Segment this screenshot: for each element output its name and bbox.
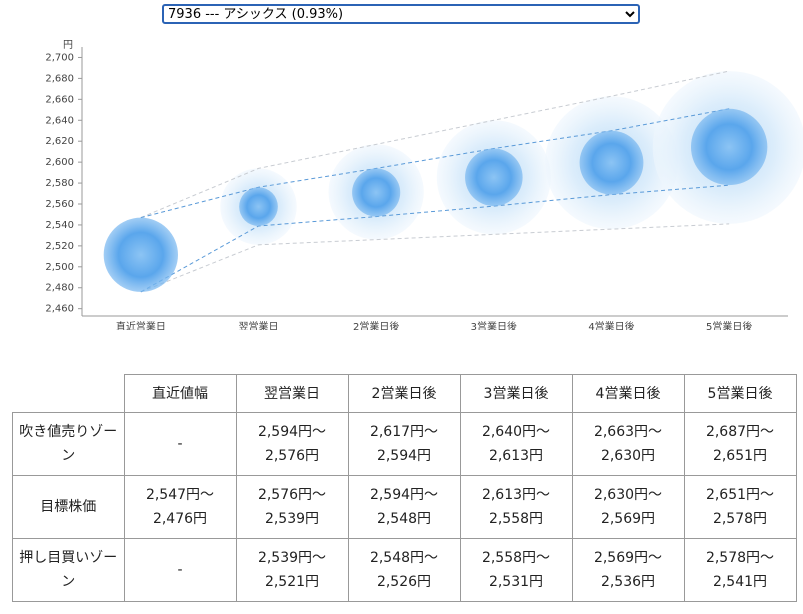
cell-line: 2,594円 xyxy=(376,448,432,464)
cell-line: 2,617円〜 xyxy=(369,424,439,440)
y-tick-label: 2,580 xyxy=(45,178,74,189)
cell-line: 2,640円〜 xyxy=(481,424,551,440)
cell-line: 2,578円 xyxy=(712,511,768,527)
corner-cell xyxy=(12,374,125,413)
cell-line: 2,539円 xyxy=(264,511,320,527)
cell-line: 2,541円 xyxy=(712,574,768,590)
row-label: 目標株価 xyxy=(12,475,125,539)
table-cell: 2,576円〜 2,539円 xyxy=(235,475,349,539)
x-tick-label: 翌営業日 xyxy=(239,320,279,330)
table-cell: 2,539円〜 2,521円 xyxy=(235,538,349,602)
table-cell: 2,578円〜 2,541円 xyxy=(683,538,797,602)
table-cell: - xyxy=(123,538,237,602)
cell-line: 2,536円 xyxy=(600,574,656,590)
row-label: 押し目買いゾーン xyxy=(12,538,125,602)
header-cell: 5営業日後 xyxy=(683,374,797,413)
row-label: 吹き値売りゾーン xyxy=(12,412,125,476)
cell-line: 2,594円〜 xyxy=(257,424,327,440)
table-cell: 2,558円〜 2,531円 xyxy=(459,538,573,602)
cell-line: 2,651円 xyxy=(712,448,768,464)
y-tick-label: 2,500 xyxy=(45,262,74,273)
forecast-table: 直近値幅 翌営業日 2営業日後 3営業日後 4営業日後 5営業日後吹き値売りゾーン - 2,5… xyxy=(12,374,797,602)
header-cell: 直近値幅 xyxy=(123,374,237,413)
table-row: 目標株価 2,547円〜 2,476円 2,576円〜 2,539円 2,594円〜 2,5… xyxy=(12,475,797,539)
cell-line: 2,558円〜 xyxy=(481,550,551,566)
cell-line: 2,687円〜 xyxy=(705,424,775,440)
y-tick-label: 2,640 xyxy=(45,115,74,126)
y-tick-label: 2,480 xyxy=(45,283,74,294)
y-tick-label: 2,520 xyxy=(45,241,74,252)
table-cell: 2,548円〜 2,526円 xyxy=(347,538,461,602)
table-cell: 2,617円〜 2,594円 xyxy=(347,412,461,476)
cell-line: 2,594円〜 xyxy=(369,487,439,503)
cell-line: - xyxy=(177,436,183,452)
cell-line: 2,630円 xyxy=(600,448,656,464)
table-cell: 2,687円〜 2,651円 xyxy=(683,412,797,476)
target-bubble xyxy=(103,217,178,292)
cell-line: 2,569円 xyxy=(600,511,656,527)
cell-line: 2,547円〜 xyxy=(145,487,215,503)
zone-line xyxy=(140,70,730,219)
x-tick-label: 直近営業日 xyxy=(116,320,166,330)
x-tick-label: 3営業日後 xyxy=(471,320,517,330)
cell-line: 2,526円 xyxy=(376,574,432,590)
cell-line: 2,613円〜 xyxy=(481,487,551,503)
table-cell: 2,630円〜 2,569円 xyxy=(571,475,685,539)
cell-line: 2,576円〜 xyxy=(257,487,327,503)
x-tick-label: 2営業日後 xyxy=(353,320,399,330)
y-tick-label: 2,700 xyxy=(45,52,74,63)
target-bubble xyxy=(352,168,401,217)
table-cell: 2,640円〜 2,613円 xyxy=(459,412,573,476)
cell-line: - xyxy=(177,562,183,578)
target-bubble xyxy=(239,187,278,226)
y-tick-label: 2,460 xyxy=(45,304,74,315)
cell-line: 2,663円〜 xyxy=(593,424,663,440)
y-tick-label: 2,540 xyxy=(45,220,74,231)
header-cell: 2営業日後 xyxy=(347,374,461,413)
cell-line: 2,548円〜 xyxy=(369,550,439,566)
target-bubble xyxy=(690,108,768,186)
cell-line: 2,630円〜 xyxy=(593,487,663,503)
cell-line: 2,558円 xyxy=(488,511,544,527)
table-cell: 2,594円〜 2,548円 xyxy=(347,475,461,539)
cell-line: 2,476円 xyxy=(152,511,208,527)
cell-line: 2,569円〜 xyxy=(593,550,663,566)
header-cell: 4営業日後 xyxy=(571,374,685,413)
table-row: 吹き値売りゾーン - 2,594円〜 2,576円 2,617円〜 2,594円 2,640… xyxy=(12,412,797,476)
cell-line: 2,651円〜 xyxy=(705,487,775,503)
y-tick-label: 2,560 xyxy=(45,199,74,210)
target-line xyxy=(140,108,730,219)
chart: 円 2,460 2,480 2,500 2,520 2,540 2,560 2,580 2,6… xyxy=(45,40,803,330)
y-tick-label: 2,680 xyxy=(45,73,74,84)
y-unit: 円 xyxy=(63,40,73,51)
y-tick-label: 2,600 xyxy=(45,157,74,168)
table-cell: 2,569円〜 2,536円 xyxy=(571,538,685,602)
table-cell: - xyxy=(123,412,237,476)
x-tick-label: 4営業日後 xyxy=(588,320,634,330)
cell-line: 2,613円 xyxy=(488,448,544,464)
cell-line: 2,578円〜 xyxy=(705,550,775,566)
table-cell: 2,613円〜 2,558円 xyxy=(459,475,573,539)
stock-select[interactable]: 7936 --- アシックス (0.93%) xyxy=(162,4,640,24)
table-cell: 2,663円〜 2,630円 xyxy=(571,412,685,476)
y-tick-label: 2,660 xyxy=(45,94,74,105)
header-cell: 翌営業日 xyxy=(235,374,349,413)
target-line xyxy=(140,184,730,293)
table-cell: 2,594円〜 2,576円 xyxy=(235,412,349,476)
cell-line: 2,531円 xyxy=(488,574,544,590)
cell-line: 2,521円 xyxy=(264,574,320,590)
table-row: 押し目買いゾーン - 2,539円〜 2,521円 2,548円〜 2,526円 2,558… xyxy=(12,538,797,602)
table-cell: 2,547円〜 2,476円 xyxy=(123,475,237,539)
zone-line xyxy=(140,223,730,293)
cell-line: 2,548円 xyxy=(376,511,432,527)
cell-line: 2,576円 xyxy=(264,448,320,464)
y-tick-label: 2,620 xyxy=(45,136,74,147)
header-cell: 3営業日後 xyxy=(459,374,573,413)
target-bubble xyxy=(465,148,523,207)
table-cell: 2,651円〜 2,578円 xyxy=(683,475,797,539)
target-bubble xyxy=(579,130,644,195)
cell-line: 2,539円〜 xyxy=(257,550,327,566)
x-tick-label: 5営業日後 xyxy=(706,320,752,330)
